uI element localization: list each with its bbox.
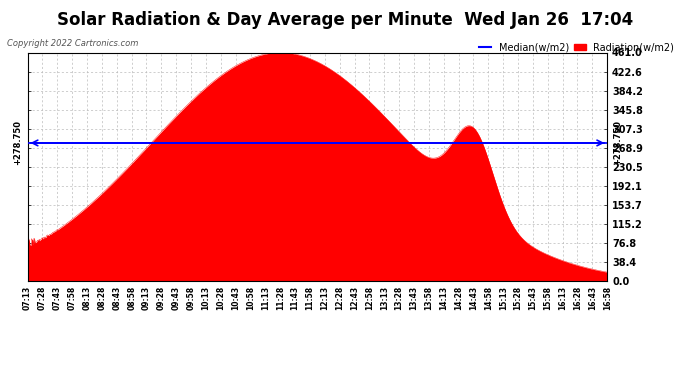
Text: +278.750: +278.750 <box>13 120 22 165</box>
Legend: Median(w/m2), Radiation(w/m2): Median(w/m2), Radiation(w/m2) <box>475 39 678 56</box>
Text: Solar Radiation & Day Average per Minute  Wed Jan 26  17:04: Solar Radiation & Day Average per Minute… <box>57 11 633 29</box>
Text: Copyright 2022 Cartronics.com: Copyright 2022 Cartronics.com <box>7 39 138 48</box>
Text: +278.750: +278.750 <box>613 120 622 165</box>
